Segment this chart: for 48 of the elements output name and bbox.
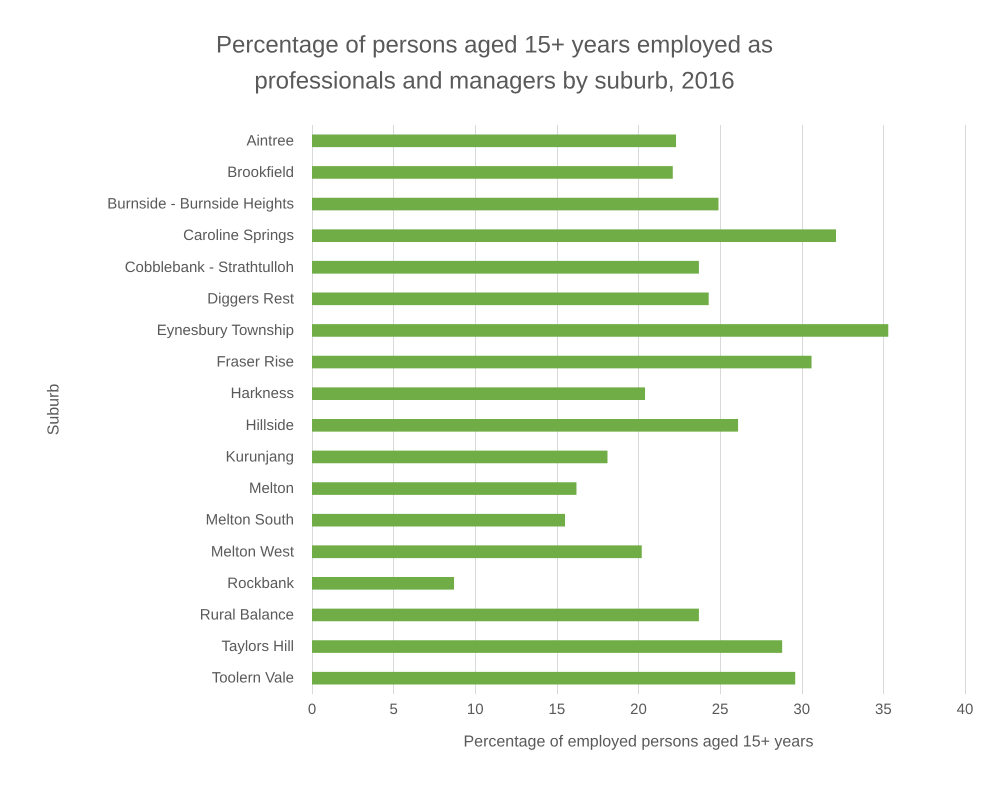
bar [312, 577, 454, 590]
y-tick-label: Hillside [246, 416, 294, 434]
y-tick-label: Caroline Springs [183, 227, 294, 244]
x-axis-title: Percentage of employed persons aged 15+ years [463, 734, 814, 750]
y-tick-label: Rural Balance [200, 606, 294, 624]
bar [312, 387, 646, 400]
bar [312, 198, 718, 210]
y-tick-label: Melton West [210, 543, 295, 560]
bar [312, 260, 699, 274]
bar [312, 134, 676, 148]
y-tick-label: Toolern Vale [212, 670, 294, 687]
y-tick-label: Fraser Rise [216, 354, 294, 371]
y-tick-label: Aintree [246, 132, 294, 150]
bar [312, 292, 709, 306]
y-tick-label: Melton South [206, 512, 294, 529]
y-tick-label: Melton [248, 480, 294, 498]
bar [312, 545, 642, 558]
x-tick-label: 30 [793, 701, 810, 718]
bar [312, 608, 699, 622]
bar [312, 356, 812, 368]
y-tick-label: Cobblebank - Strathtulloh [124, 258, 294, 276]
x-tick-label: 0 [308, 701, 316, 718]
x-tick-label: 25 [712, 701, 728, 718]
y-tick-label: Rockbank [227, 574, 294, 592]
y-tick-label: Kurunjang [226, 448, 294, 466]
bar [312, 166, 673, 179]
bar [312, 514, 566, 526]
x-tick-label: 35 [875, 701, 892, 718]
y-tick-label: Brookfield [227, 164, 294, 181]
y-tick-label: Diggers Rest [207, 290, 295, 308]
y-tick-label: Burnside - Burnside Heights [107, 196, 294, 213]
x-tick-label: 40 [956, 701, 974, 718]
bar [312, 418, 738, 432]
bar [312, 482, 576, 495]
y-tick-label: Taylors Hill [221, 638, 294, 656]
x-tick-label: 20 [630, 701, 647, 718]
y-axis-title: Suburb [46, 384, 62, 436]
x-tick-label: 10 [466, 701, 484, 718]
bar [312, 450, 608, 464]
x-tick-label: 15 [548, 701, 566, 718]
y-tick-label: Eynesbury Township [156, 322, 294, 339]
bar [312, 640, 782, 653]
x-tick-label: 5 [389, 701, 398, 718]
bar [312, 672, 796, 685]
y-tick-label: Harkness [230, 385, 294, 402]
bar [312, 229, 836, 242]
chart-title: Percentage of persons aged 15+ years employed as professionals and managers by suburb, 2016 [216, 32, 774, 94]
bar [312, 324, 888, 337]
